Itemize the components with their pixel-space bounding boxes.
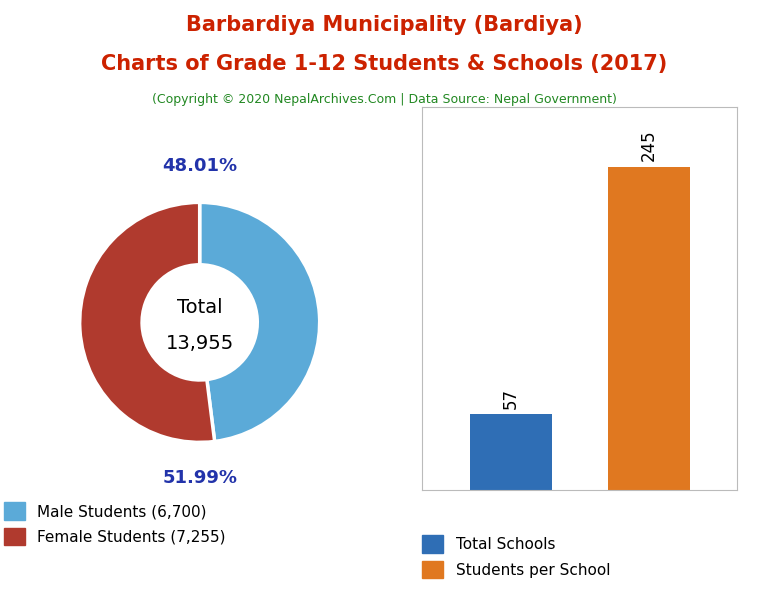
Legend: Total Schools, Students per School: Total Schools, Students per School — [414, 528, 617, 586]
Wedge shape — [200, 202, 319, 441]
Text: Charts of Grade 1-12 Students & Schools (2017): Charts of Grade 1-12 Students & Schools … — [101, 54, 667, 74]
Text: Barbardiya Municipality (Bardiya): Barbardiya Municipality (Bardiya) — [186, 15, 582, 35]
Text: 245: 245 — [640, 130, 658, 161]
Wedge shape — [80, 202, 214, 442]
Bar — [470, 414, 551, 490]
Text: (Copyright © 2020 NepalArchives.Com | Data Source: Nepal Government): (Copyright © 2020 NepalArchives.Com | Da… — [151, 93, 617, 106]
Bar — [608, 167, 690, 490]
Legend: Male Students (6,700), Female Students (7,255): Male Students (6,700), Female Students (… — [0, 494, 233, 553]
Text: Total: Total — [177, 298, 223, 318]
Text: 57: 57 — [502, 388, 520, 409]
Text: 51.99%: 51.99% — [162, 469, 237, 487]
Text: 48.01%: 48.01% — [162, 158, 237, 176]
Text: 13,955: 13,955 — [166, 334, 233, 353]
